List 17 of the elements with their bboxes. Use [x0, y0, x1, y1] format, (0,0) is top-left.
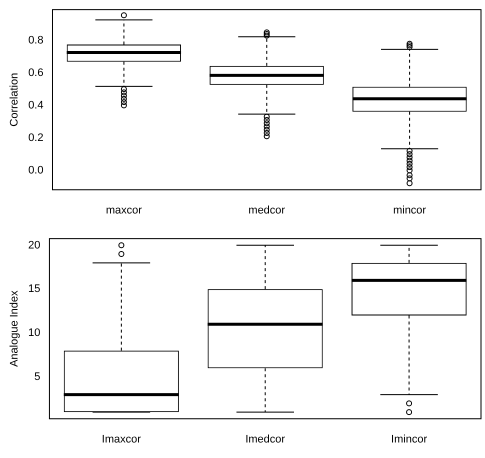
x-tick-label: medcor [248, 204, 286, 216]
x-tick-label: Imincor [391, 433, 428, 446]
x-tick-label: Imedcor [245, 433, 286, 446]
y-tick-label: 20 [28, 239, 40, 252]
x-tick-label: mincor [393, 204, 426, 216]
y-tick-label: 0.0 [28, 164, 44, 176]
y-tick-label: 0.2 [28, 132, 44, 144]
x-tick-label: maxcor [106, 204, 142, 216]
y-tick-label: 0.4 [28, 99, 44, 112]
y-axis-title: Analogue Index [8, 290, 21, 367]
y-tick-label: 0.6 [28, 66, 44, 79]
y-tick-label: 15 [28, 283, 40, 296]
y-tick-label: 0.8 [28, 34, 44, 46]
y-tick-label: 5 [34, 371, 40, 384]
x-tick-label: Imaxcor [102, 433, 142, 446]
y-tick-label: 10 [28, 327, 40, 340]
y-axis-title: Correlation [8, 72, 21, 127]
